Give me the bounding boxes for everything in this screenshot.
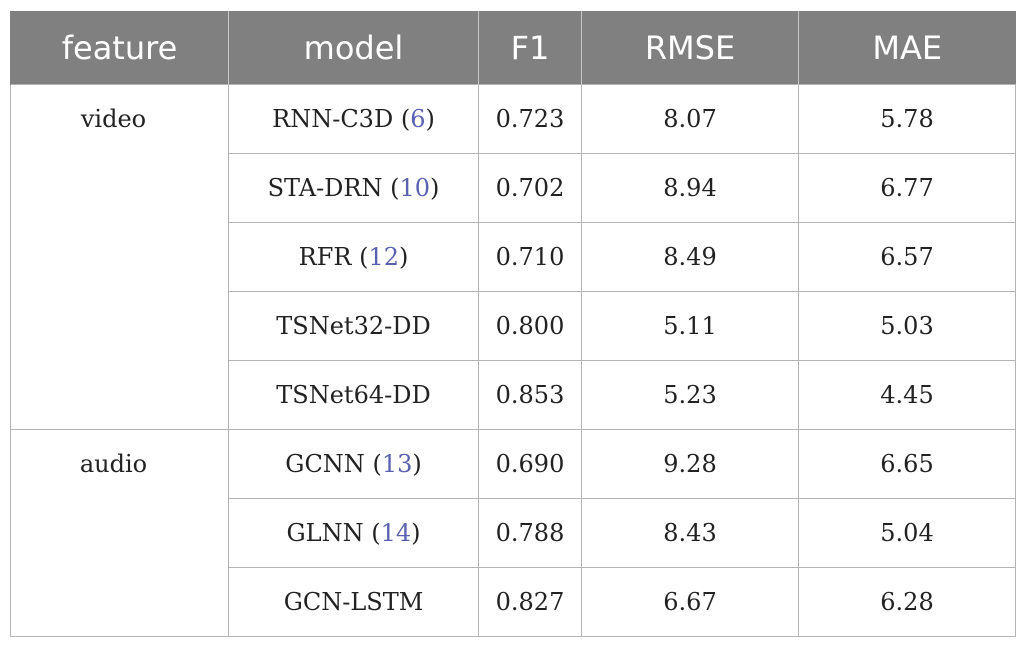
header-model: model	[228, 11, 479, 85]
rmse-cell: 8.43	[581, 498, 799, 568]
rmse-cell: 8.49	[581, 222, 799, 292]
f1-cell: 0.788	[478, 498, 582, 568]
mae-cell: 4.45	[798, 360, 1016, 430]
header-rmse: RMSE	[581, 11, 799, 85]
model-name: STA-DRN	[267, 174, 383, 202]
model-cell: RNN-C3D (6)	[228, 84, 479, 154]
mae-cell: 6.77	[798, 153, 1016, 223]
rmse-cell: 5.11	[581, 291, 799, 361]
mae-cell: 6.28	[798, 567, 1016, 637]
model-cell: TSNet32-DD	[228, 291, 479, 361]
table-row: video RNN-C3D (6) 0.723 8.07 5.78	[10, 84, 1016, 430]
table-row: RFR (12) 0.710 8.49 6.57	[11, 222, 1016, 292]
mae-cell: 5.04	[798, 498, 1016, 568]
table-row: audio GCNN (13) 0.690 9.28 6.65	[10, 429, 1016, 637]
header-feature: feature	[10, 11, 229, 85]
feature-cell: video	[10, 84, 229, 430]
feature-cell: audio	[10, 429, 229, 637]
mae-cell: 5.78	[798, 84, 1016, 154]
model-cell: GLNN (14)	[228, 498, 479, 568]
rmse-cell: 8.94	[581, 153, 799, 223]
model-name: GLNN	[286, 519, 364, 547]
mae-cell: 5.03	[798, 291, 1016, 361]
model-cell: STA-DRN (10)	[228, 153, 479, 223]
header-mae: MAE	[798, 11, 1016, 85]
rmse-cell: 8.07	[581, 84, 799, 154]
table-row: TSNet64-DD 0.853 5.23 4.45	[11, 360, 1016, 430]
model-cell: GCN-LSTM	[228, 567, 479, 637]
citation-link[interactable]: 12	[368, 243, 399, 271]
f1-cell: 0.853	[478, 360, 582, 430]
citation-link[interactable]: 14	[380, 519, 412, 547]
table-row: TSNet32-DD 0.800 5.11 5.03	[11, 291, 1016, 361]
model-name: GCNN	[285, 450, 365, 478]
model-name: GCN-LSTM	[283, 588, 424, 616]
f1-cell: 0.723	[478, 84, 582, 154]
citation-link[interactable]: 10	[399, 174, 431, 202]
model-name: RNN-C3D	[272, 105, 394, 133]
header-row: feature model F1 RMSE MAE	[10, 11, 1016, 85]
model-name: TSNet64-DD	[276, 381, 431, 409]
mae-cell: 6.57	[798, 222, 1016, 292]
f1-cell: 0.690	[478, 429, 582, 499]
f1-cell: 0.710	[478, 222, 582, 292]
model-name: RFR	[298, 243, 352, 271]
model-cell: GCNN (13)	[228, 429, 479, 499]
citation-link[interactable]: 13	[381, 450, 413, 478]
f1-cell: 0.800	[478, 291, 582, 361]
results-table: feature model F1 RMSE MAE video RNN-C3D (…	[10, 11, 1016, 637]
rmse-cell: 5.23	[581, 360, 799, 430]
f1-cell: 0.827	[478, 567, 582, 637]
rmse-cell: 6.67	[581, 567, 799, 637]
header-f1: F1	[478, 11, 582, 85]
mae-cell: 6.65	[798, 429, 1016, 499]
table-row: GLNN (14) 0.788 8.43 5.04	[11, 498, 1016, 568]
model-name: TSNet32-DD	[276, 312, 431, 340]
table-body: video RNN-C3D (6) 0.723 8.07 5.78 STA-DRN (10…	[10, 84, 1016, 637]
citation-link[interactable]: 6	[410, 105, 426, 133]
f1-cell: 0.702	[478, 153, 582, 223]
rmse-cell: 9.28	[581, 429, 799, 499]
table-row: STA-DRN (10) 0.702 8.94 6.77	[11, 153, 1016, 223]
model-cell: RFR (12)	[228, 222, 479, 292]
table-row: GCN-LSTM 0.827 6.67 6.28	[11, 567, 1016, 637]
model-cell: TSNet64-DD	[228, 360, 479, 430]
